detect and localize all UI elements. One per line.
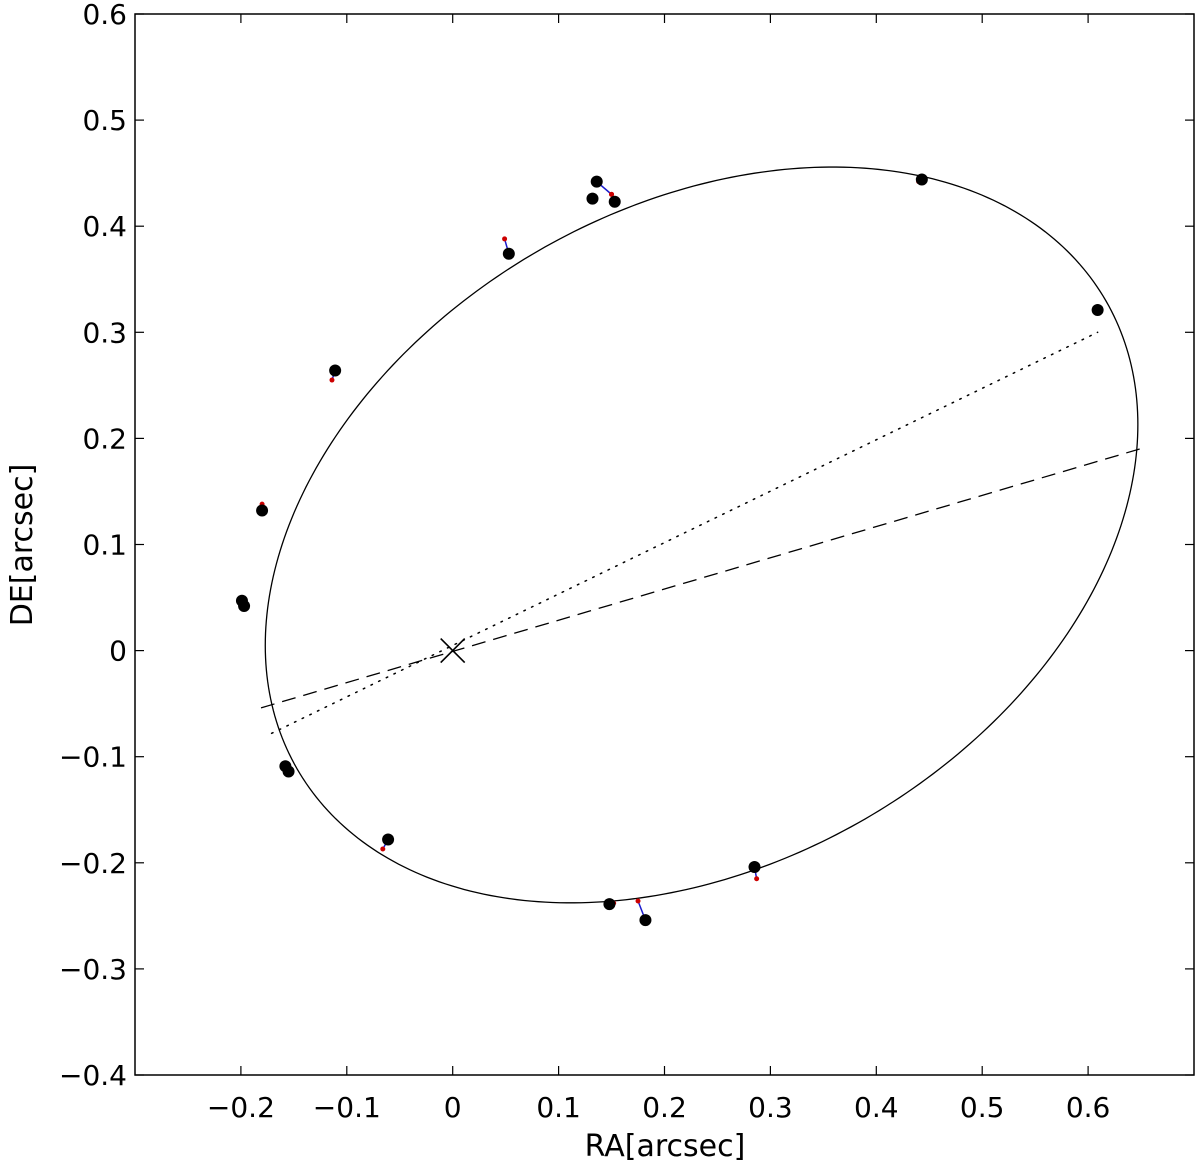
y-tick-label: 0 <box>109 635 127 668</box>
x-tick-label: −0.2 <box>207 1091 275 1124</box>
y-tick-label: −0.2 <box>59 847 127 880</box>
observed-point <box>748 861 761 874</box>
x-tick-label: 0.3 <box>748 1091 793 1124</box>
line-of-nodes <box>260 447 1144 709</box>
x-tick-label: 0.1 <box>536 1091 581 1124</box>
fit-point <box>754 876 760 882</box>
x-tick-label: 0.4 <box>854 1091 899 1124</box>
y-tick-label: −0.4 <box>59 1059 127 1092</box>
x-tick-label: 0 <box>444 1091 462 1124</box>
observed-point <box>282 765 295 778</box>
y-tick-label: 0.3 <box>82 316 127 349</box>
fit-point <box>609 191 615 197</box>
x-tick-label: 0.5 <box>960 1091 1005 1124</box>
observed-point <box>1091 304 1104 317</box>
y-tick-label: −0.3 <box>59 953 127 986</box>
primary-star-marker <box>440 638 466 664</box>
x-tick-label: −0.1 <box>313 1091 381 1124</box>
y-tick-label: 0.4 <box>82 210 127 243</box>
y-tick-label: 0.1 <box>82 529 127 562</box>
data-points <box>235 173 1104 927</box>
observed-point <box>586 192 599 205</box>
observed-point <box>256 504 269 517</box>
observed-point <box>382 833 395 846</box>
plot-frame <box>134 13 1195 1076</box>
fit-point <box>380 846 386 852</box>
y-axis-label: DE[arcsec] <box>5 464 40 627</box>
observed-point <box>915 173 928 186</box>
y-tick-label: 0.6 <box>82 0 127 31</box>
x-tick-label: 0.2 <box>642 1091 687 1124</box>
x-axis-label: RA[arcsec] <box>585 1129 746 1163</box>
fit-point <box>329 377 335 383</box>
reference-lines <box>260 331 1144 735</box>
y-tick-label: −0.1 <box>59 741 127 774</box>
observed-point <box>603 898 616 911</box>
observed-point <box>238 600 251 613</box>
observed-point <box>608 195 621 208</box>
line-of-apsides <box>270 331 1099 735</box>
observed-point <box>502 247 515 260</box>
fit-point <box>635 898 641 904</box>
y-tick-label: 0.5 <box>82 104 127 137</box>
y-tick-label: 0.2 <box>82 422 127 455</box>
orbit <box>264 166 1139 904</box>
orbit-ellipse <box>264 166 1139 904</box>
observed-point <box>329 364 342 377</box>
ticks: −0.2 −0.1 0 0.1 0.2 0.3 0.4 0.5 0.6 −0.4 −0.3 −0.2 −… <box>59 0 1194 1124</box>
x-tick-label: 0.6 <box>1066 1091 1111 1124</box>
fit-point <box>502 236 508 242</box>
observed-point <box>639 914 652 927</box>
observed-point <box>590 175 603 188</box>
